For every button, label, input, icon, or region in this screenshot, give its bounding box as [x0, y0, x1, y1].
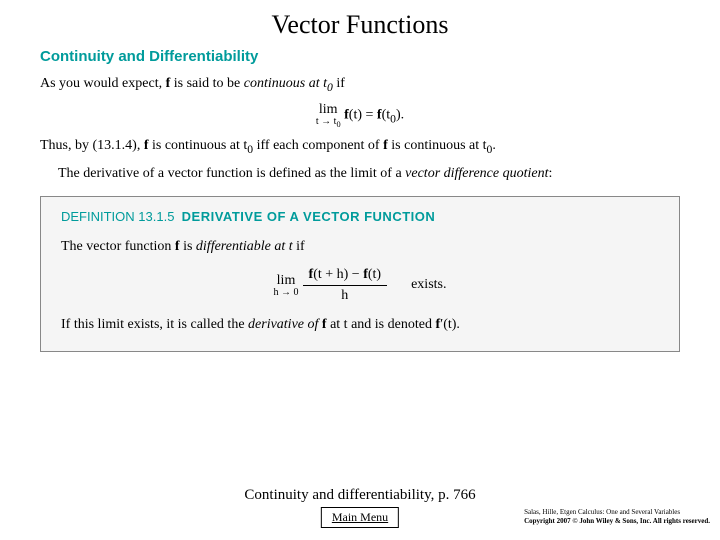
text: t → t: [316, 116, 337, 127]
page-title: Vector Functions: [0, 0, 720, 48]
equation-1: lim t → t0 f(t) = f(t0).: [40, 102, 680, 129]
text: if: [333, 76, 345, 91]
main-menu-button[interactable]: Main Menu: [321, 507, 399, 528]
definition-title: DERIVATIVE OF A VECTOR FUNCTION: [182, 209, 436, 224]
copyright-line-2: Copyright 2007 © John Wiley & Sons, Inc.…: [524, 517, 710, 526]
text: If this limit exists, it is called the: [61, 317, 248, 332]
limit-expression: lim h → 0: [274, 273, 299, 298]
text: The vector function: [61, 239, 175, 254]
limit-expression: lim t → t0: [316, 102, 341, 129]
paragraph-1: As you would expect, f is said to be con…: [40, 73, 680, 96]
section-heading: Continuity and Differentiability: [40, 48, 680, 65]
text: (t + h) −: [313, 267, 363, 282]
text: ′(t).: [440, 317, 460, 332]
italic-phrase: vector difference quotient: [405, 166, 548, 181]
content-area: Continuity and Differentiability As you …: [0, 48, 720, 352]
definition-equation: lim h → 0 f(t + h) − f(t) h exists.: [61, 267, 659, 304]
text: :: [548, 166, 552, 181]
paragraph-3: The derivative of a vector function is d…: [40, 163, 680, 184]
text: Thus, by (13.1.4),: [40, 138, 144, 153]
fraction: f(t + h) − f(t) h: [303, 267, 388, 304]
text: is continuous at t: [388, 138, 487, 153]
lim-subscript: t → t0: [316, 116, 341, 129]
text: continuous at t: [244, 76, 327, 91]
text: is continuous at t: [149, 138, 248, 153]
exists-text: exists.: [411, 277, 446, 293]
text: .: [492, 138, 496, 153]
text: is said to be: [170, 76, 244, 91]
text: ).: [396, 108, 404, 123]
text: 0: [336, 120, 340, 129]
copyright-block: Salas, Hille, Etgen Calculus: One and Se…: [524, 508, 710, 526]
text: if: [293, 239, 305, 254]
fraction-denominator: h: [303, 286, 388, 304]
text: at t and is denoted: [327, 317, 436, 332]
italic-phrase: differentiable at t: [196, 239, 293, 254]
definition-line-1: The vector function f is differentiable …: [61, 236, 659, 257]
italic-phrase: continuous at t0: [244, 76, 333, 91]
text: is: [180, 239, 196, 254]
lim-subscript: h → 0: [274, 287, 299, 298]
definition-line-2: If this limit exists, it is called the d…: [61, 314, 659, 335]
text: (t) =: [349, 108, 377, 123]
text: (t: [382, 108, 391, 123]
fraction-numerator: f(t + h) − f(t): [303, 267, 388, 286]
footer-caption: Continuity and differentiability, p. 766: [0, 487, 720, 504]
copyright-line-1: Salas, Hille, Etgen Calculus: One and Se…: [524, 508, 710, 517]
definition-box: DEFINITION 13.1.5 DERIVATIVE OF A VECTOR…: [40, 196, 680, 352]
definition-heading: DEFINITION 13.1.5 DERIVATIVE OF A VECTOR…: [61, 209, 659, 224]
paragraph-2: Thus, by (13.1.4), f is continuous at t0…: [40, 135, 680, 158]
italic-phrase: derivative of: [248, 317, 322, 332]
text: (t): [368, 267, 381, 282]
text: The derivative of a vector function is d…: [58, 166, 405, 181]
text: iff each component of: [253, 138, 383, 153]
text: As you would expect,: [40, 76, 166, 91]
definition-label: DEFINITION 13.1.5: [61, 209, 174, 224]
